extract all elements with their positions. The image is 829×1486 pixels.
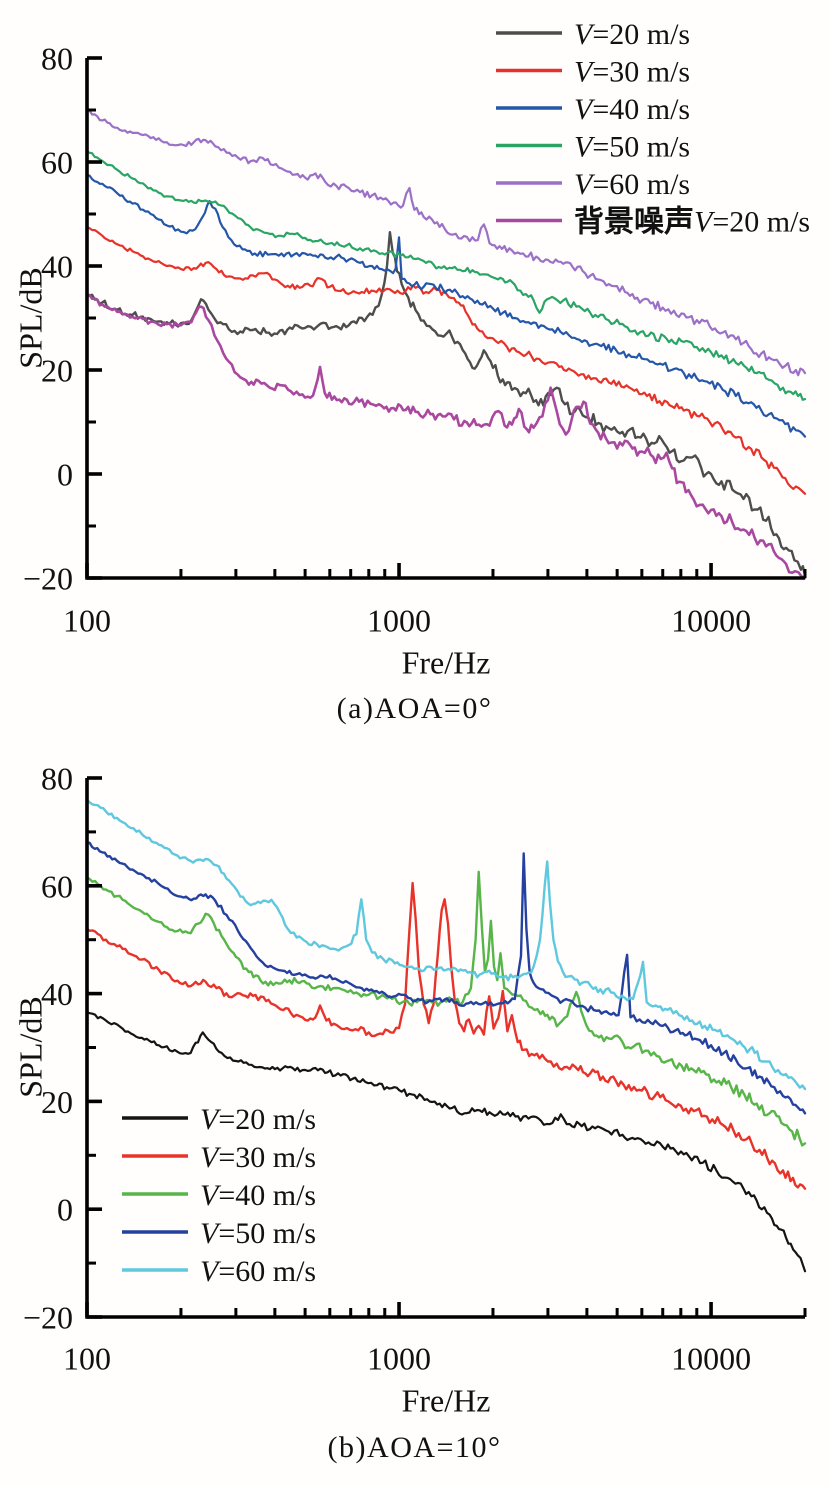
chart-a-legend-item-3: V=50 m/s (496, 130, 690, 163)
chart-b-ticks (85, 776, 807, 1319)
svg-text:V=50 m/s: V=50 m/s (574, 130, 690, 163)
caption-chart-b: (b)AOA=10° (327, 1431, 502, 1464)
chart-a-tick-labels: −20 0 20 40 60 80 100 1000 10000 (23, 41, 751, 639)
chart-a-series-0 (85, 230, 807, 578)
chart-b-legend-item-1: V=30 m/s (122, 1141, 316, 1174)
svg-text:20: 20 (41, 353, 73, 389)
svg-text:V=20 m/s: V=20 m/s (200, 1103, 316, 1136)
svg-text:100: 100 (63, 1341, 111, 1377)
chart-a-legend-item-4: V=60 m/s (496, 168, 690, 201)
svg-text:60: 60 (41, 145, 73, 181)
chart-b-xlabel: Fre/Hz (402, 1383, 491, 1419)
chart-b-series-0 (85, 1011, 807, 1273)
svg-text:1000: 1000 (367, 1341, 431, 1377)
chart-a-series-1 (85, 225, 807, 495)
chart-a-series-5 (85, 293, 807, 580)
chart-b-legend-item-2: V=40 m/s (122, 1179, 316, 1212)
svg-text:80: 80 (41, 41, 73, 77)
chart-a-xlabel: Fre/Hz (402, 645, 491, 681)
svg-text:60: 60 (41, 868, 73, 904)
svg-text:V=50 m/s: V=50 m/s (200, 1217, 316, 1250)
chart-a-ticks (85, 56, 807, 580)
chart-b-legend-item-0: V=20 m/s (122, 1103, 316, 1136)
chart-b-tick-labels: −20 0 20 40 60 80 100 1000 10000 (23, 761, 751, 1377)
svg-text:V=60 m/s: V=60 m/s (200, 1255, 316, 1288)
svg-text:V=40 m/s: V=40 m/s (574, 93, 690, 126)
chart-a-axes-spines (85, 58, 805, 580)
chart-b: −20 0 20 40 60 80 100 1000 10000 Fre/Hz SPL/dB V=20… (13, 761, 807, 1419)
svg-text:V=30 m/s: V=30 m/s (574, 55, 690, 88)
chart-b-series-3 (85, 841, 807, 1115)
chart-a-legend-item-1: V=30 m/s (496, 55, 690, 88)
svg-text:V=20 m/s: V=20 m/s (574, 18, 690, 51)
chart-b-legend: V=20 m/s V=30 m/s V=40 m/s V=50 m/s V=60 m/s (122, 1103, 316, 1288)
svg-text:0: 0 (57, 457, 73, 493)
svg-text:0: 0 (57, 1192, 73, 1228)
svg-text:背景噪声V=20 m/s: 背景噪声V=20 m/s (574, 205, 810, 238)
chart-b-series-4 (85, 798, 807, 1091)
svg-text:40: 40 (41, 976, 73, 1012)
svg-text:V=30 m/s: V=30 m/s (200, 1141, 316, 1174)
chart-a-legend-item-5: 背景噪声V=20 m/s (496, 205, 810, 238)
chart-a-legend: V=20 m/s V=30 m/s V=40 m/s V=50 m/s V=60 m/s… (496, 18, 810, 238)
chart-a-ylabel: SPL/dB (13, 267, 49, 368)
svg-text:20: 20 (41, 1084, 73, 1120)
chart-a-legend-item-2: V=40 m/s (496, 93, 690, 126)
chart-b-legend-item-3: V=50 m/s (122, 1217, 316, 1250)
svg-text:1000: 1000 (367, 603, 431, 639)
chart-b-legend-item-4: V=60 m/s (122, 1255, 316, 1288)
svg-text:−20: −20 (23, 1300, 73, 1336)
chart-a-legend-item-0: V=20 m/s (496, 18, 690, 51)
chart-b-series-1 (85, 881, 807, 1190)
svg-text:10000: 10000 (671, 1341, 751, 1377)
svg-text:40: 40 (41, 249, 73, 285)
svg-text:V=40 m/s: V=40 m/s (200, 1179, 316, 1212)
chart-a: −20 0 20 40 60 80 100 1000 10000 Fre/Hz SPL/dB V=20… (13, 18, 811, 681)
chart-a-series-3 (85, 150, 807, 401)
svg-text:100: 100 (63, 603, 111, 639)
svg-text:80: 80 (41, 761, 73, 797)
chart-b-ylabel: SPL/dB (13, 996, 49, 1097)
svg-text:−20: −20 (23, 561, 73, 597)
svg-text:V=60 m/s: V=60 m/s (574, 168, 690, 201)
chart-a-series-2 (85, 173, 807, 438)
chart-a-series-4 (85, 108, 807, 377)
chart-b-axes-spines (85, 778, 805, 1319)
caption-chart-a: (a)AOA=0° (336, 692, 493, 725)
svg-text:10000: 10000 (671, 603, 751, 639)
